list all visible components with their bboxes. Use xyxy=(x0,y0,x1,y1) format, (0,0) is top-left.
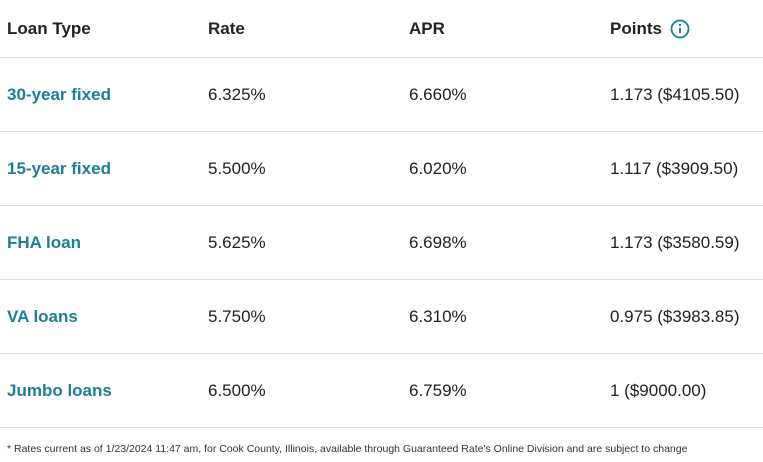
points-cell: 0.975 ($3983.85) xyxy=(610,306,740,326)
points-cell: 1.173 ($3580.59) xyxy=(610,232,740,252)
apr-cell: 6.759% xyxy=(409,380,467,400)
rate-cell: 5.500% xyxy=(208,158,266,178)
points-cell: 1.117 ($3909.50) xyxy=(610,158,739,178)
points-cell: 1.173 ($4105.50) xyxy=(610,84,740,104)
table-row: Jumbo loans 6.500% 6.759% 1 ($9000.00) xyxy=(0,354,763,428)
loan-type-link[interactable]: 30-year fixed xyxy=(7,84,111,104)
loan-type-link[interactable]: Jumbo loans xyxy=(7,380,112,400)
header-apr: APR xyxy=(409,18,445,38)
loan-type-link[interactable]: 15-year fixed xyxy=(7,158,111,178)
info-icon[interactable] xyxy=(670,19,690,39)
table-row: FHA loan 5.625% 6.698% 1.173 ($3580.59) xyxy=(0,206,763,280)
apr-cell: 6.310% xyxy=(409,306,467,326)
points-cell: 1 ($9000.00) xyxy=(610,380,707,400)
loan-type-link[interactable]: VA loans xyxy=(7,306,78,326)
loan-type-link[interactable]: FHA loan xyxy=(7,232,81,252)
table-header-row: Loan Type Rate APR Points xyxy=(0,0,763,58)
table-row: VA loans 5.750% 6.310% 0.975 ($3983.85) xyxy=(0,280,763,354)
rate-cell: 6.500% xyxy=(208,380,266,400)
header-points: Points xyxy=(610,0,690,57)
header-loan-type: Loan Type xyxy=(7,18,91,38)
header-points-label: Points xyxy=(610,18,662,38)
apr-cell: 6.660% xyxy=(409,84,467,104)
header-rate: Rate xyxy=(208,18,245,38)
apr-cell: 6.020% xyxy=(409,158,467,178)
apr-cell: 6.698% xyxy=(409,232,467,252)
table-row: 30-year fixed 6.325% 6.660% 1.173 ($4105… xyxy=(0,58,763,132)
rate-cell: 5.625% xyxy=(208,232,266,252)
rates-footnote: * Rates current as of 1/23/2024 11:47 am… xyxy=(7,443,688,455)
rate-cell: 6.325% xyxy=(208,84,266,104)
table-row: 15-year fixed 5.500% 6.020% 1.117 ($3909… xyxy=(0,132,763,206)
rate-cell: 5.750% xyxy=(208,306,266,326)
rates-table: Loan Type Rate APR Points 30-year fixed … xyxy=(0,0,763,428)
